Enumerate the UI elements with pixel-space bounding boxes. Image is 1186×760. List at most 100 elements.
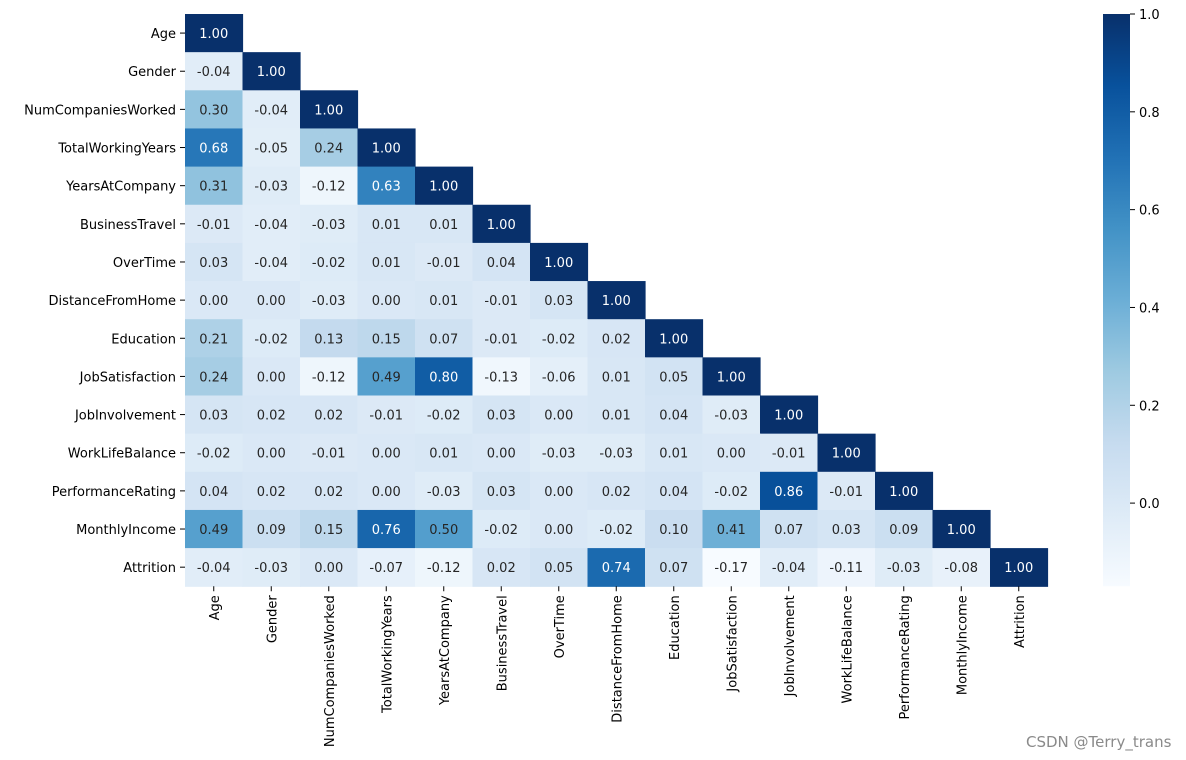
cell-value-label: -0.04: [197, 65, 231, 80]
heatmap-cell: [702, 509, 761, 549]
cell-value-label: 0.01: [429, 218, 458, 233]
cell-value-label: -0.03: [254, 561, 288, 576]
heatmap-cell: [530, 509, 589, 549]
heatmap-cell: [185, 548, 244, 587]
cell-value-label: -0.02: [599, 523, 633, 538]
cell-value-label: 0.00: [544, 409, 573, 424]
cell-value-label: 0.03: [199, 256, 228, 271]
cell-value-label: 1.00: [659, 332, 688, 347]
x-tick-label: MonthlyIncome: [955, 595, 970, 695]
cell-value-label: 1.00: [774, 409, 803, 424]
heatmap-cell: [300, 548, 359, 587]
heatmap-cell: [530, 242, 589, 282]
heatmap-cell: [472, 433, 531, 473]
heatmap-cell: [242, 548, 301, 587]
cell-value-label: 0.50: [429, 523, 458, 538]
heatmap-cell: [300, 509, 359, 549]
heatmap-cell: [645, 357, 704, 397]
cell-value-label: 0.04: [487, 256, 516, 271]
cell-value-label: 0.01: [372, 256, 401, 271]
heatmap-cell: [415, 281, 474, 320]
heatmap-cell: [472, 204, 531, 244]
x-tick-label: YearsAtCompany: [438, 595, 453, 706]
cell-value-label: -0.01: [427, 256, 461, 271]
cell-value-label: 0.04: [659, 409, 688, 424]
heatmap-cell: [817, 509, 876, 549]
cell-value-label: -0.12: [312, 370, 346, 385]
colorbar-tick-label: 0.0: [1139, 497, 1160, 512]
heatmap-cell: [645, 433, 704, 473]
heatmap-cell: [185, 281, 244, 320]
cell-value-label: -0.11: [829, 561, 863, 576]
heatmap-cell: [760, 433, 819, 473]
cell-value-label: 0.02: [257, 409, 286, 424]
cell-value-label: 0.03: [832, 523, 861, 538]
heatmap-cell: [702, 357, 761, 397]
cell-value-label: 1.00: [257, 65, 286, 80]
heatmap-cell: [415, 395, 474, 435]
heatmap-cell: [472, 509, 531, 549]
y-tick-label: MonthlyIncome: [76, 523, 176, 538]
cell-value-label: -0.05: [254, 142, 288, 157]
cell-value-label: -0.03: [599, 447, 633, 462]
heatmap-cell: [702, 433, 761, 473]
heatmap-cell: [415, 471, 474, 511]
heatmap-cell: [645, 395, 704, 435]
heatmap-cell: [185, 90, 244, 130]
cell-value-label: -0.03: [887, 561, 921, 576]
heatmap-cell: [357, 281, 416, 320]
colorbar: 0.0 0.2 0.4 0.6 0.8 1.0: [1103, 8, 1160, 587]
y-tick-label: TotalWorkingYears: [57, 142, 176, 157]
x-tick-label: JobInvolvement: [783, 595, 798, 697]
heatmap-cell: [415, 509, 474, 549]
x-tick-label: DistanceFromHome: [610, 595, 625, 722]
heatmap-cell: [357, 509, 416, 549]
y-tick-label: Gender: [128, 65, 177, 80]
heatmap-cell: [587, 509, 646, 549]
cell-value-label: 0.01: [659, 447, 688, 462]
cell-value-label: 0.03: [487, 485, 516, 500]
cell-value-label: 0.07: [774, 523, 803, 538]
cell-value-label: 1.00: [372, 142, 401, 157]
heatmap-cell: [702, 471, 761, 511]
cell-value-label: -0.03: [254, 180, 288, 195]
cell-value-label: 0.00: [372, 485, 401, 500]
cell-value-label: 0.30: [199, 103, 228, 118]
heatmap-cell: [415, 242, 474, 282]
cell-value-label: 0.00: [372, 447, 401, 462]
heatmap-cell: [587, 395, 646, 435]
heatmap-cell: [185, 204, 244, 244]
heatmap-cell: [242, 90, 301, 130]
heatmap-cell: [415, 548, 474, 587]
cell-value-label: 0.07: [429, 332, 458, 347]
cell-value-label: 0.24: [314, 142, 343, 157]
heatmap-cell: [185, 433, 244, 473]
cell-value-label: -0.02: [542, 332, 576, 347]
x-tick-label: JobSatisfaction: [725, 595, 740, 692]
cell-value-label: 0.10: [659, 523, 688, 538]
heatmap-cell: [242, 204, 301, 244]
cell-value-label: -0.03: [714, 409, 748, 424]
heatmap-cell: [702, 548, 761, 587]
heatmap-cell: [242, 357, 301, 397]
colorbar-tick-label: 0.6: [1139, 204, 1160, 219]
heatmap-cell: [472, 242, 531, 282]
heatmap-cell: [472, 548, 531, 587]
y-tick-label: JobSatisfaction: [79, 370, 176, 385]
heatmap-cell: [185, 395, 244, 435]
heatmap-cell: [645, 471, 704, 511]
cell-value-label: 0.86: [774, 485, 803, 500]
heatmap-cell: [300, 395, 359, 435]
heatmap-cell: [300, 357, 359, 397]
heatmap-cell: [300, 242, 359, 282]
y-tick-label: YearsAtCompany: [65, 180, 176, 195]
cell-value-label: 0.00: [257, 370, 286, 385]
cell-value-label: -0.12: [312, 180, 346, 195]
heatmap-cell: [242, 433, 301, 473]
heatmap-cell: [587, 433, 646, 473]
y-tick-label: Age: [151, 27, 176, 42]
cell-value-label: 0.13: [314, 332, 343, 347]
heatmap-cell: [530, 471, 589, 511]
heatmap-cell: [932, 548, 991, 587]
cell-value-label: 0.07: [659, 561, 688, 576]
